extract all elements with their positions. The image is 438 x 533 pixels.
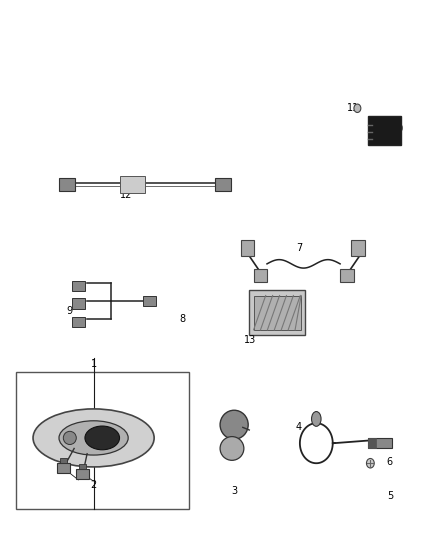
Text: 7: 7 bbox=[296, 243, 302, 253]
Ellipse shape bbox=[367, 458, 374, 468]
Text: 2: 2 bbox=[91, 480, 97, 490]
Bar bbox=[16, 372, 189, 509]
Bar bbox=[57, 463, 70, 473]
Bar bbox=[254, 295, 301, 330]
Bar bbox=[72, 298, 85, 309]
Text: 11: 11 bbox=[347, 103, 359, 114]
Bar bbox=[368, 438, 392, 448]
Bar bbox=[351, 240, 365, 256]
Bar bbox=[368, 438, 376, 448]
Text: 13: 13 bbox=[244, 335, 257, 345]
Bar bbox=[79, 464, 86, 469]
Bar bbox=[215, 179, 231, 191]
Text: 12: 12 bbox=[120, 190, 132, 200]
Bar bbox=[72, 281, 85, 292]
Ellipse shape bbox=[311, 411, 321, 426]
Text: 6: 6 bbox=[387, 457, 393, 467]
Bar bbox=[72, 317, 85, 327]
Bar bbox=[76, 469, 89, 479]
Bar bbox=[240, 240, 254, 256]
Bar bbox=[143, 295, 156, 306]
Bar bbox=[249, 290, 305, 335]
Ellipse shape bbox=[64, 431, 76, 445]
Text: 4: 4 bbox=[296, 422, 302, 432]
Ellipse shape bbox=[220, 437, 244, 461]
Text: 10: 10 bbox=[392, 124, 405, 134]
Text: 3: 3 bbox=[231, 486, 237, 496]
Bar bbox=[340, 269, 354, 282]
Text: 5: 5 bbox=[387, 491, 393, 501]
Bar bbox=[368, 116, 401, 145]
Ellipse shape bbox=[59, 421, 128, 455]
Bar bbox=[120, 176, 145, 193]
Bar bbox=[59, 179, 75, 191]
Ellipse shape bbox=[85, 426, 120, 450]
Ellipse shape bbox=[354, 104, 361, 112]
Text: 8: 8 bbox=[179, 314, 185, 324]
Text: 9: 9 bbox=[67, 306, 73, 316]
Ellipse shape bbox=[220, 410, 248, 439]
Bar bbox=[60, 458, 67, 463]
Ellipse shape bbox=[33, 409, 154, 467]
Bar bbox=[254, 269, 268, 282]
Text: 1: 1 bbox=[91, 359, 97, 369]
